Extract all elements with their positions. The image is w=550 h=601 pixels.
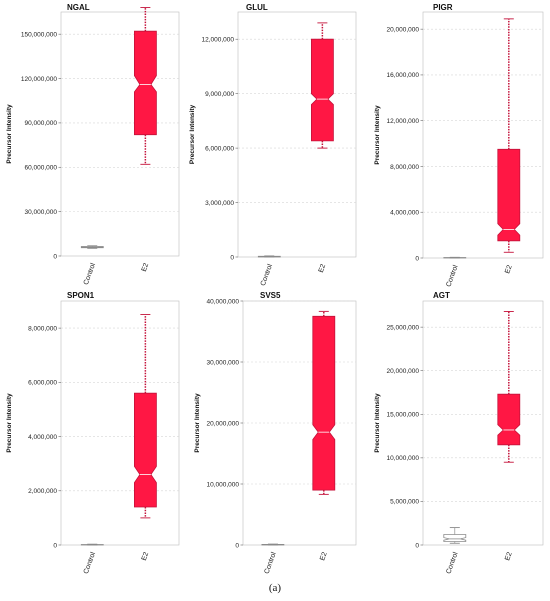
- y-tick-label: 20,000,000: [386, 368, 419, 375]
- y-tick-label: 6,000,000: [28, 380, 57, 387]
- y-tick-label: 16,000,000: [386, 72, 419, 79]
- panel-glul: 0 3,000,000 6,000,000 9,000,000 12,000,000 GL…: [189, 3, 357, 287]
- y-tick-label: 0: [415, 542, 419, 549]
- y-tick-label: 12,000,000: [201, 37, 234, 44]
- y-tick-label: 0: [53, 253, 57, 260]
- figure-caption: (a): [268, 582, 282, 594]
- plot-frame: [60, 11, 180, 257]
- y-axis-label: Precursor Intensity: [189, 104, 196, 164]
- box-e2: E2: [497, 18, 521, 275]
- y-tick-label: 4,000,000: [390, 210, 419, 217]
- panel-title: SPON1: [67, 291, 95, 300]
- y-tick-label: 10,000,000: [386, 455, 419, 462]
- box-e2: E2: [133, 7, 157, 273]
- panel-title: GLUL: [246, 3, 268, 12]
- plot-frame: [237, 11, 357, 258]
- box-control: Control: [443, 256, 467, 288]
- box-e2: E2: [312, 310, 336, 562]
- y-tick-label: 40,000,000: [206, 298, 239, 305]
- plot-frame: [60, 300, 180, 546]
- y-tick-label: 10,000,000: [206, 481, 239, 488]
- y-axis-label: Precursor Intensity: [374, 393, 381, 453]
- y-tick-label: 120,000,000: [21, 76, 58, 83]
- y-tick-label: 0: [235, 542, 239, 549]
- y-tick-label: 20,000,000: [206, 420, 239, 427]
- y-tick-label: 20,000,000: [386, 26, 419, 33]
- y-tick-label: 60,000,000: [24, 165, 57, 172]
- y-tick-label: 12,000,000: [386, 118, 419, 125]
- x-category-label: E2: [141, 262, 151, 273]
- box-control: Control: [80, 543, 104, 575]
- plot-frame: [422, 300, 544, 546]
- y-tick-label: 8,000,000: [390, 164, 419, 171]
- y-axis-label: Precursor Intensity: [194, 393, 201, 453]
- panel-title: NGAL: [67, 3, 90, 12]
- y-tick-label: 8,000,000: [28, 325, 57, 332]
- x-category-label: E2: [504, 551, 514, 562]
- box-control: Control: [257, 255, 281, 287]
- panel-svs5: 0 10,000,000 20,000,000 30,000,000 40,000,00…: [194, 291, 357, 575]
- x-category-label: Control: [445, 551, 459, 575]
- x-category-label: Control: [83, 551, 97, 575]
- box-e2: E2: [497, 311, 521, 562]
- panel-title: SVS5: [260, 291, 281, 300]
- box-body: [443, 534, 467, 542]
- box-body: [312, 315, 336, 491]
- box-e2: E2: [133, 314, 157, 562]
- panel-spon1: 0 2,000,000 4,000,000 6,000,000 8,000,000 SPO…: [6, 291, 180, 575]
- x-category-label: E2: [504, 264, 514, 275]
- y-tick-label: 25,000,000: [386, 324, 419, 331]
- x-category-label: E2: [319, 551, 329, 562]
- y-tick-label: 4,000,000: [28, 434, 57, 441]
- y-tick-label: 0: [415, 255, 419, 262]
- panel-agt: 0 5,000,000 10,000,000 15,000,000 20,000,000…: [374, 291, 544, 575]
- y-tick-label: 30,000,000: [24, 209, 57, 216]
- y-tick-label: 5,000,000: [390, 499, 419, 506]
- y-tick-label: 15,000,000: [386, 412, 419, 419]
- y-tick-label: 0: [230, 254, 234, 261]
- y-axis-label: Precursor Intensity: [6, 393, 13, 453]
- box-control: Control: [443, 527, 467, 575]
- y-tick-label: 9,000,000: [205, 91, 234, 98]
- box-e2: E2: [310, 22, 334, 274]
- box-body: [497, 148, 521, 242]
- x-category-label: E2: [141, 551, 151, 562]
- x-category-label: Control: [445, 264, 459, 288]
- x-category-label: Control: [264, 551, 278, 575]
- x-category-label: Control: [83, 262, 97, 286]
- y-tick-label: 90,000,000: [24, 120, 57, 127]
- y-tick-label: 0: [53, 542, 57, 549]
- y-tick-label: 30,000,000: [206, 359, 239, 366]
- box-body: [497, 393, 521, 446]
- box-body: [310, 38, 334, 142]
- x-category-label: Control: [260, 263, 274, 287]
- box-body: [133, 30, 157, 136]
- panel-pigr: 0 4,000,000 8,000,000 12,000,000 16,000,000 2…: [374, 3, 544, 288]
- panel-title: PIGR: [433, 3, 453, 12]
- y-tick-label: 150,000,000: [21, 31, 58, 38]
- panel-title: AGT: [433, 291, 450, 300]
- box-control: Control: [261, 543, 285, 575]
- y-tick-label: 6,000,000: [205, 145, 234, 152]
- x-category-label: E2: [318, 263, 328, 274]
- box-body: [133, 392, 157, 508]
- y-axis-label: Precursor Intensity: [6, 104, 13, 164]
- panel-ngal: 0 30,000,000 60,000,000 90,000,000 120,000,0…: [6, 3, 180, 286]
- y-tick-label: 2,000,000: [28, 488, 57, 495]
- y-axis-label: Precursor Intensity: [374, 105, 381, 165]
- plot-frame: [422, 11, 544, 259]
- y-tick-label: 3,000,000: [205, 200, 234, 207]
